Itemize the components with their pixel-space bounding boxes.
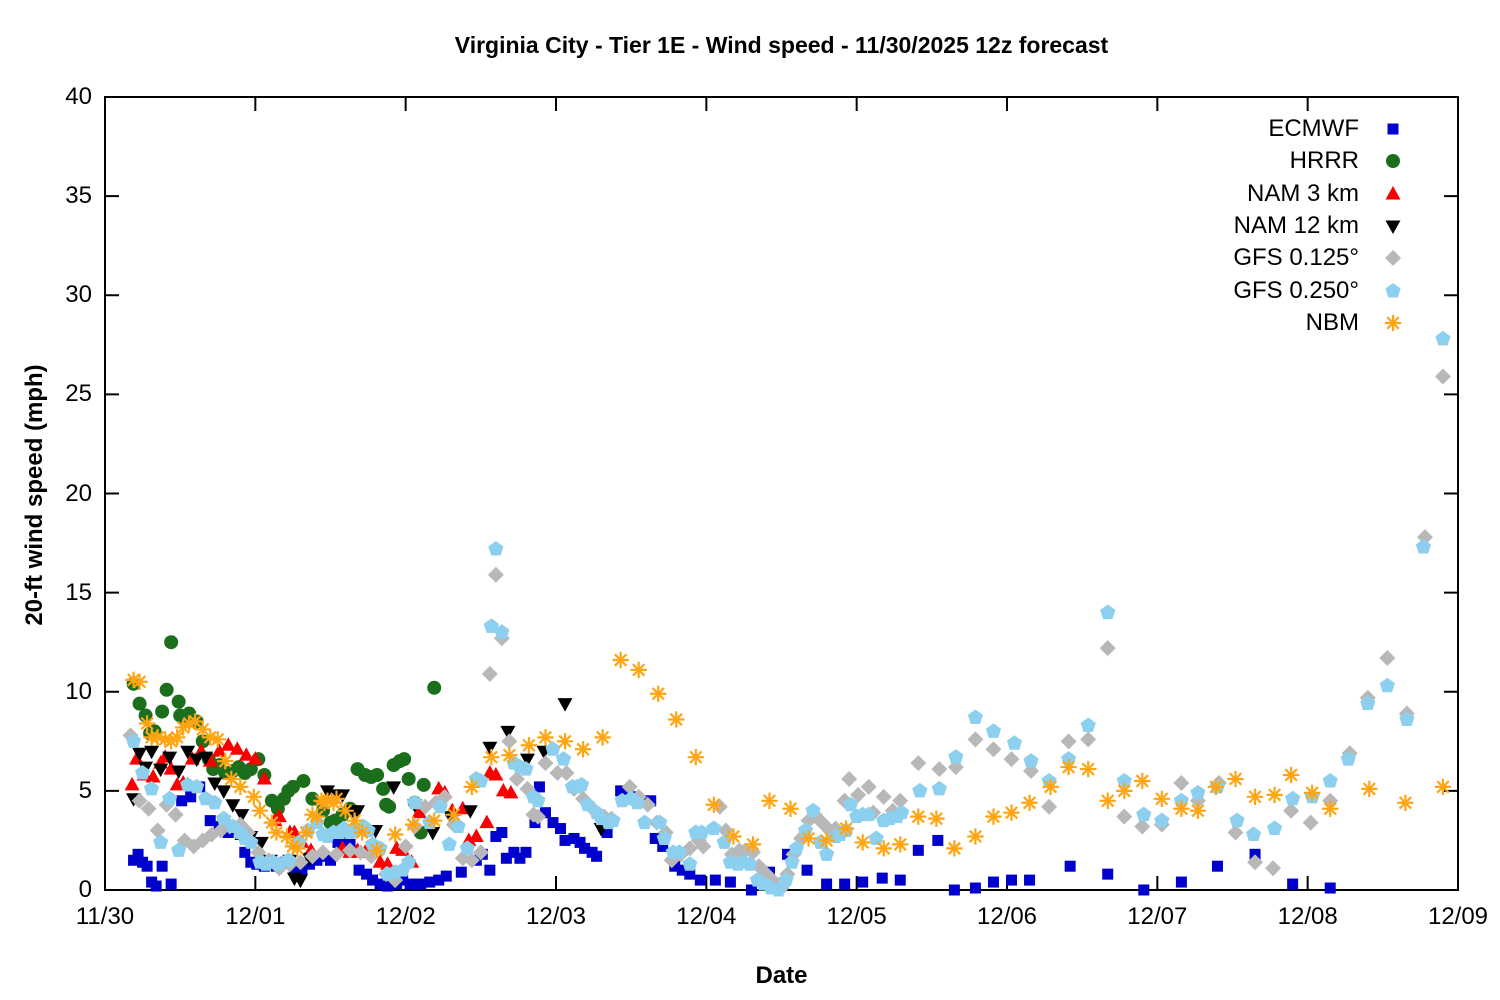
legend-item-hrrr: HRRR (1100, 145, 1407, 177)
y-tick-label: 10 (65, 677, 92, 705)
x-tick-label: 12/03 (525, 903, 587, 930)
x-tick-label: 12/04 (676, 903, 737, 930)
x-tick-label: 12/07 (1127, 903, 1188, 930)
nam-3-km-legend-marker-icon (1385, 185, 1401, 200)
legend-label: GFS 0.125° (1233, 244, 1359, 272)
hrrr-legend-marker-icon (1386, 154, 1400, 169)
ecmwf-legend-marker-icon (1387, 123, 1399, 135)
x-tick-label: 12/09 (1427, 903, 1489, 930)
nam-12-km-legend-marker-icon (1385, 220, 1401, 234)
legend-item-nbm: NBM (1100, 307, 1407, 339)
legend-label: HRRR (1289, 147, 1359, 175)
series-nbm-points (125, 651, 1452, 859)
chart-title: Virginia City - Tier 1E - Wind speed - 1… (454, 32, 1109, 58)
legend-item-gfs-0-250: GFS 0.250° (1100, 275, 1407, 307)
legend-label: GFS 0.250° (1233, 276, 1359, 304)
y-tick-label: 25 (65, 380, 92, 408)
y-tick-label: 40 (65, 83, 92, 110)
x-tick-label: 12/02 (375, 903, 436, 930)
y-tick-label: 15 (65, 578, 92, 606)
series-gfs-0-250-points (125, 330, 1451, 897)
legend-label: NAM 3 km (1246, 179, 1359, 207)
x-tick-label: 12/06 (976, 903, 1038, 930)
gfs-0-250-legend-marker-icon (1385, 282, 1401, 297)
y-tick-label: 5 (78, 776, 92, 804)
x-tick-label: 12/01 (225, 903, 286, 930)
y-tick-label: 20 (65, 479, 92, 507)
legend-label: NBM (1305, 308, 1359, 336)
x-tick-label: 12/08 (1277, 903, 1338, 930)
y-tick-label: 0 (78, 876, 92, 903)
nbm-legend-marker-icon (1384, 314, 1402, 331)
legend-label: NAM 12 km (1233, 211, 1359, 239)
legend-item-nam-12-km: NAM 12 km (1100, 210, 1407, 242)
y-tick-label: 30 (65, 281, 92, 309)
legend-label: ECMWF (1268, 115, 1359, 142)
legend-item-ecmwf: ECMWF (1100, 113, 1407, 145)
x-axis-title: Date (755, 962, 808, 989)
legend-item-gfs-0-125: GFS 0.125° (1100, 242, 1407, 274)
legend-item-nam-3-km: NAM 3 km (1100, 178, 1407, 210)
x-tick-label: 11/30 (75, 903, 135, 930)
y-tick-label: 35 (65, 182, 92, 210)
gfs-0-125-legend-marker-icon (1385, 250, 1401, 267)
x-tick-label: 12/05 (826, 903, 887, 930)
